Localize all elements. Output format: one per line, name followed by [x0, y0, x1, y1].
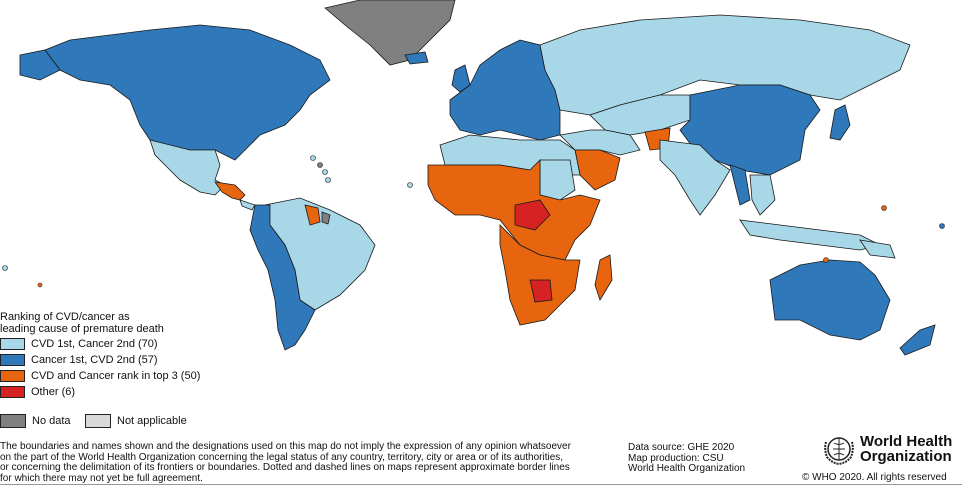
- region-iceland: [404, 51, 429, 65]
- legend-swatch: [0, 369, 25, 382]
- region-panama: [239, 199, 256, 211]
- source-line: World Health Organization: [628, 463, 746, 474]
- region-sudan: [539, 159, 576, 201]
- region-guyana: [304, 204, 321, 226]
- region-greenland: [324, 0, 456, 66]
- map-legend: Ranking of CVD/cancer as leading cause o…: [0, 311, 200, 399]
- logo-line: World Health: [860, 433, 953, 450]
- legend-item: CVD and Cancer rank in top 3 (50): [0, 368, 200, 383]
- legend-label: CVD 1st, Cancer 2nd (70): [31, 337, 158, 350]
- legend-item: Other (6): [0, 384, 200, 399]
- legend-label: No data: [32, 415, 71, 427]
- island-dot: [2, 265, 8, 271]
- disclaimer-line: for which there may not yet be full agre…: [0, 472, 203, 484]
- disclaimer-line: The boundaries and names shown and the d…: [0, 441, 571, 452]
- island-dot: [37, 282, 43, 288]
- region-southern-africa: [499, 224, 581, 326]
- region-madagascar: [594, 254, 613, 301]
- legend-no-data: No data: [0, 414, 71, 428]
- disclaimer-line: or concerning the delimitation of its fr…: [0, 462, 570, 473]
- region-uk: [451, 64, 471, 93]
- legend-swatch: [0, 414, 26, 428]
- region-mexico: [149, 139, 226, 196]
- region-china: [679, 84, 821, 176]
- disclaimer: The boundaries and names shown and the d…: [0, 441, 620, 484]
- region-french-guiana: [321, 211, 331, 225]
- data-source: Data source: GHE 2020 Map production: CS…: [628, 442, 746, 475]
- legend-item: Cancer 1st, CVD 2nd (57): [0, 352, 200, 367]
- legend-title-line1: Ranking of CVD/cancer as: [0, 311, 130, 323]
- region-new-zealand: [899, 324, 936, 356]
- island-dot: [317, 162, 323, 168]
- region-papua-new-guinea: [859, 239, 896, 259]
- region-myanmar: [729, 164, 751, 206]
- legend-not-applicable: Not applicable: [85, 414, 187, 428]
- legend-swatch: [0, 337, 25, 350]
- legend-label: Other (6): [31, 385, 76, 398]
- region-west-africa: [427, 159, 601, 261]
- island-dot: [823, 257, 829, 263]
- logo-line: Organization: [860, 448, 952, 465]
- region-botswana: [529, 279, 553, 303]
- legend-swatch: [0, 385, 25, 398]
- region-australia: [769, 259, 891, 341]
- legend-swatch: [0, 353, 25, 366]
- region-north-america: [44, 24, 331, 161]
- region-south-america-west: [249, 204, 316, 351]
- island-dot: [881, 205, 887, 211]
- legend-label: Cancer 1st, CVD 2nd (57): [31, 353, 158, 366]
- island-dot: [939, 223, 945, 229]
- legend-item: CVD 1st, Cancer 2nd (70): [0, 336, 200, 351]
- divider: [0, 484, 962, 485]
- region-central-africa-other: [514, 199, 551, 231]
- source-line: Data source: GHE 2020: [628, 442, 735, 453]
- disclaimer-line: on the part of the World Health Organiza…: [0, 451, 564, 463]
- island-dot: [310, 155, 316, 161]
- region-japan: [829, 104, 851, 141]
- island-dot: [325, 177, 331, 183]
- region-saudi-arabia: [574, 149, 621, 191]
- region-indonesia: [739, 219, 882, 251]
- legend-swatch: [85, 414, 111, 428]
- region-alaska: [19, 49, 61, 81]
- copyright: © WHO 2020. All rights reserved: [802, 472, 947, 483]
- legend-label: CVD and Cancer rank in top 3 (50): [31, 369, 201, 382]
- who-logo: World Health Organization: [822, 432, 952, 466]
- island-dot: [407, 182, 413, 188]
- region-south-asia: [659, 139, 731, 216]
- legend-title-line2: leading cause of premature death: [0, 323, 164, 335]
- region-se-asia: [749, 174, 776, 216]
- legend-label: Not applicable: [117, 415, 187, 427]
- who-emblem-icon: [824, 437, 854, 466]
- island-dot: [322, 169, 328, 175]
- source-line: Map production: CSU: [628, 452, 724, 464]
